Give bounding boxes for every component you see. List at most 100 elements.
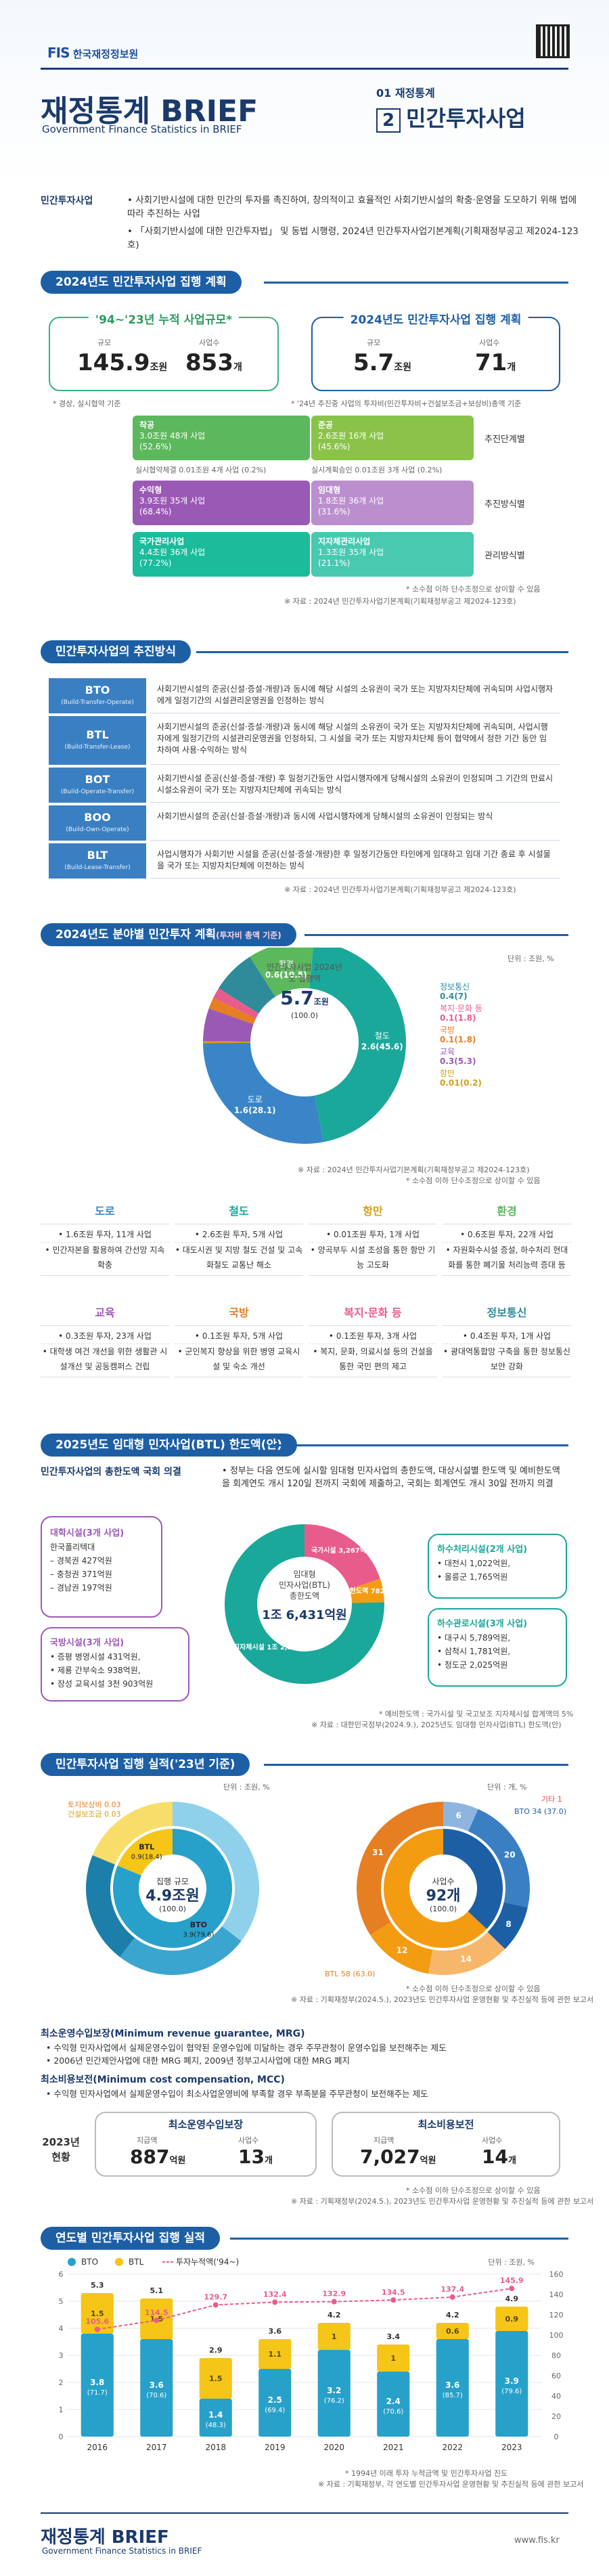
y2-tick-label: 160 (549, 2270, 564, 2279)
cumulative-count-label: 사업수 (199, 338, 220, 347)
slice-value: 0.1(1.8) (440, 1035, 476, 1044)
donut-slice (203, 1008, 254, 1042)
btl-univ-title: 대학시설(3개 사업) (50, 1528, 125, 1538)
cumulative-scale-label: 규모 (97, 338, 112, 347)
cumulative-label: 105.6 (85, 2317, 109, 2326)
bar-btl (258, 2339, 292, 2369)
mcc-box: 최소비용보전 지급액 7,027억원 사업수 14개 (332, 2112, 560, 2177)
logo: FIS 한국재정정보원 (47, 45, 139, 61)
donut-slice (203, 1041, 251, 1044)
sector-card-body: • 0.3조원 투자, 23개 사업 • 대학생 여건 개선을 위한 생활관 시설… (41, 1325, 169, 1377)
slice-value: 3.9(79.6) (183, 1931, 214, 1938)
footer-url[interactable]: www.fis.kr (514, 2535, 560, 2546)
donut-outer-slice (428, 1932, 505, 1975)
performance-amount-donut: BTO 3.9(79.6) BTL 0.9(18.4) 집행 규모 4.9조원(100.0… (68, 1800, 259, 1975)
sector-card-body: • 0.01조원 투자, 1개 사업 • 양곡부두 시설 조성을 통한 항만 기능… (309, 1224, 437, 1276)
donut-outer-slice (85, 1855, 135, 1957)
bar-local: 지자체관리사업 1.3조원 35개 사업 (21.1%) (311, 532, 474, 577)
mrg-count: 13개 (238, 2146, 273, 2168)
table-row: BTL (Build-Transfer-Lease) 사회기반시설의 준공(신설·증… (49, 716, 560, 765)
note-scope: * '24년 추진중 사업의 투자비(민간투자비+건설보조금+보상비)총액 기준 (291, 399, 522, 408)
note-agreement: 실시협약체결 0.01조원 4개 사업 (0.2%) (135, 466, 267, 474)
plan-scale-label: 규모 (367, 338, 381, 347)
table-row: BLT (Build-Lease-Transfer) 사업시행자가 사회기반 시설을… (49, 843, 560, 879)
bar-btl-label: 1.5 (209, 2374, 223, 2383)
slice-label: 도로 (248, 1095, 263, 1105)
sector-card-body: • 1.6조원 투자, 11개 사업 • 민간자본을 활용하여 간선망 지속 확충 (41, 1224, 169, 1276)
issue-label: 01 재정통계 (376, 87, 435, 99)
sector-card-body: • 0.6조원 투자, 22개 사업 • 자원화수시설 증설, 하수처리 현대화를… (443, 1224, 571, 1276)
note-source: ※ 자료 : 기획재정부, 각 연도별 민간투자사업 운영현황 및 추진실적 등… (318, 2480, 584, 2489)
plan-count: 71개 (475, 349, 516, 376)
slice-label: 국방 (440, 1025, 455, 1035)
sector-card: 도로 • 1.6조원 투자, 11개 사업 • 민간자본을 활용하여 간선망 지속 … (41, 1202, 169, 1276)
donut-center-title: 집행 규모 (156, 1876, 189, 1886)
sector-card: 철도 • 2.6조원 투자, 5개 사업 • 대도시권 및 지방 철도 건설 및 고… (175, 1202, 303, 1276)
y-tick-label: 0 (59, 2433, 64, 2441)
list-item: • 2006년 민간제안사업에 대한 MRG 폐지, 2009년 정부고시사업에… (46, 2056, 351, 2066)
section-title-performance: 민간투자사업 집행 실적('23년 기준) (41, 1753, 250, 1776)
bar-bto-pct: (69.4) (265, 2407, 285, 2414)
intro-text: • 사회기반시설에 대한 민간의 투자를 촉진하여, 창의적이고 효율적인 사회… (127, 194, 587, 252)
bar-complete: 준공 2.6조원 16개 사업 (45.6%) (311, 416, 474, 460)
bar-lease: 임대형 1.8조원 36개 사업 (31.6%) (311, 481, 474, 525)
slice-value: 0.9(18.4) (131, 1854, 162, 1861)
slice-label: BTL (139, 1843, 154, 1852)
footer-title: 재정통계 BRIEF (41, 2527, 169, 2548)
y2-tick-label: 20 (551, 2412, 561, 2421)
cumulative-title: '94~'23년 누적 사업규모* (88, 310, 240, 327)
donut-center-title: 민간투자사업 2024년도 집행액 (267, 962, 342, 983)
list-item: • 대전시 1,022억원, (437, 1559, 511, 1568)
section-title-plan: 2024년도 민간투자사업 집행 계획 (41, 271, 242, 294)
section-title-btl: 2025년도 임대형 민자사업(BTL) 한도액(안) (41, 1434, 297, 1457)
note-source: ※ 자료 : 기획재정부(2024.5.), 2023년도 민간투자사업 운영현… (291, 2197, 594, 2206)
btl-sewage-list: • 대전시 1,022억원, • 울릉군 1,765억원 (437, 1557, 510, 1584)
slice-label: 항만 (440, 1069, 455, 1078)
issue-title: 2 민간투자사업 (376, 102, 526, 133)
label-etc: 기타 1 (541, 1795, 562, 1804)
outer-value: 12 (397, 1946, 408, 1955)
slice-label: 철도 (375, 1031, 390, 1040)
section-line (230, 2238, 568, 2240)
qr-code-icon[interactable] (536, 24, 570, 58)
sector-card-title: 항만 (363, 1205, 383, 1218)
point-cumulative (94, 2326, 100, 2332)
point-cumulative (390, 2297, 397, 2303)
sector-card: 정보통신 • 0.4조원 투자, 1개 사업 • 광대역통합망 구축을 통한 정보통… (443, 1304, 571, 1377)
legend-label: BTO (81, 2257, 98, 2267)
label-btl: BTL 58 (63.0) (325, 1970, 375, 1978)
sector-card-body: • 2.6조원 투자, 5개 사업 • 대도시권 및 지방 철도 건설 및 고속화… (175, 1224, 303, 1276)
bar-total-label: 5.3 (91, 2281, 104, 2290)
slice-label: 국가시설 3,267억원 (311, 1546, 372, 1555)
bar-btl-label: 1.1 (269, 2350, 282, 2359)
donut-slice (384, 1829, 487, 1948)
bar-national: 국가관리사업 4.4조원 36개 사업 (77.2%) (133, 532, 310, 577)
sector-card: 교육 • 0.3조원 투자, 23개 사업 • 대학생 여건 개선을 위한 생활관 … (41, 1304, 169, 1377)
donut-outer-slice (120, 1926, 242, 1975)
x-tick-label: 2020 (323, 2443, 344, 2452)
btl-heading: 민간투자사업의 총한도액 국회 의결 (41, 1467, 181, 1478)
section-title-yearly: 연도별 민간투자사업 집행 실적 (41, 2227, 221, 2250)
bar-btl (436, 2323, 469, 2339)
list-item: • 수익형 민자사업에서 실제운영수입이 협약된 운영수입에 미달하는 경우 주… (46, 2043, 447, 2053)
slice-label: 정보통신 (440, 982, 470, 992)
mrg-box-title: 최소운영수입보장 (168, 2118, 244, 2131)
note-source: ※ 자료 : 2024년 민간투자사업기본계획(기획재정부공고 제2024-12… (298, 1165, 530, 1174)
btl-defense-title: 국방시설(3개 사업) (50, 1638, 125, 1648)
bar-bto (258, 2369, 292, 2437)
donut-slice (304, 1524, 380, 1589)
bar-bto-label: 3.9 (505, 2376, 519, 2386)
bar-bto-label: 3.2 (327, 2386, 341, 2395)
y-tick-label: 3 (59, 2351, 64, 2360)
btl-center-value: 1조 6,431억원 (262, 1608, 347, 1622)
method-key: BLT (Build-Lease-Transfer) (49, 843, 146, 879)
bar-bto-pct: (70.6) (383, 2408, 403, 2416)
note-source: ※ 자료 : 2024년 민간투자사업기본계획(기획재정부공고 제2024-12… (284, 885, 516, 894)
note-source: ※ 자료 : 2024년 민간투자사업기본계획(기획재정부공고 제2024-12… (284, 597, 516, 606)
method-desc: 사회기반시설의 준공(신설·증설·개량)과 동시에 사업시행자에게 당해시설의 … (150, 805, 560, 841)
bar-bto-pct: (48.3) (206, 2422, 226, 2429)
outer-value: 20 (504, 1850, 516, 1860)
bar-total-label: 3.6 (269, 2327, 282, 2336)
y2-tick-label: 120 (549, 2311, 564, 2319)
